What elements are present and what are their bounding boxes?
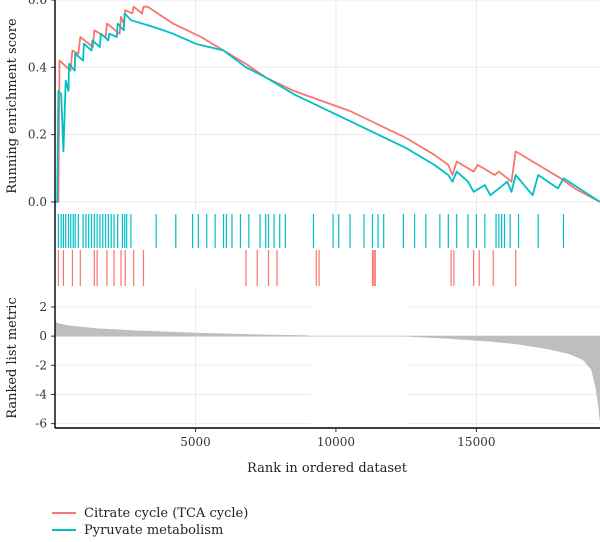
ranked-y-tick-label: -4 bbox=[35, 387, 47, 401]
ranked-panel: 2 0 -2 -4 -6 5000 10000 15000 Ranked list metr… bbox=[5, 288, 600, 476]
enrichment-panel-bg bbox=[55, 0, 600, 212]
x-ticks: 5000 10000 15000 bbox=[180, 428, 495, 449]
series-line-pyruvate-metabolism bbox=[55, 12, 600, 203]
hits-panel-bg bbox=[55, 212, 600, 288]
enrichment-gridlines bbox=[55, 0, 600, 212]
ranked-gridlines bbox=[55, 288, 600, 428]
ranked-y-tick-label: -2 bbox=[35, 358, 47, 372]
enrichment-y-tick-label: 0.4 bbox=[28, 60, 47, 74]
ranked-y-tick-label: 2 bbox=[39, 300, 47, 314]
ranked-y-tick-label: -6 bbox=[35, 417, 47, 431]
ranked-y-tick-label: 0 bbox=[39, 329, 47, 343]
hit-marks bbox=[57, 214, 565, 286]
x-axis-title: Rank in ordered dataset bbox=[247, 461, 408, 476]
x-tick-label: 15000 bbox=[457, 435, 495, 449]
x-tick-label: 10000 bbox=[317, 435, 355, 449]
enrichment-y-tick-label: 0.0 bbox=[28, 195, 47, 209]
hits-panel bbox=[54, 212, 600, 288]
ranked-metric-area bbox=[54, 320, 600, 421]
ranked-y-axis-title: Ranked list metric bbox=[5, 297, 20, 418]
x-tick-label: 5000 bbox=[180, 435, 211, 449]
legend-label-citrate: Citrate cycle (TCA cycle) bbox=[84, 506, 248, 521]
enrichment-y-tick-label: 0.2 bbox=[28, 128, 47, 142]
ranked-blank-gap bbox=[310, 288, 407, 428]
legend: Citrate cycle (TCA cycle) Pyruvate metab… bbox=[52, 506, 248, 538]
enrichment-panel: 0.0 0.2 0.4 0.6 Running enrichment score bbox=[5, 0, 600, 212]
enrichment-lines bbox=[55, 5, 600, 203]
enrichment-y-tick-label: 0.6 bbox=[28, 0, 47, 7]
enrichment-y-ticks: 0.0 0.2 0.4 0.6 bbox=[28, 0, 55, 209]
enrichment-y-axis-title: Running enrichment score bbox=[5, 18, 20, 194]
ranked-area bbox=[54, 320, 600, 421]
ranked-y-ticks: 2 0 -2 -4 -6 bbox=[35, 300, 55, 431]
legend-label-pyruvate: Pyruvate metabolism bbox=[84, 523, 223, 538]
